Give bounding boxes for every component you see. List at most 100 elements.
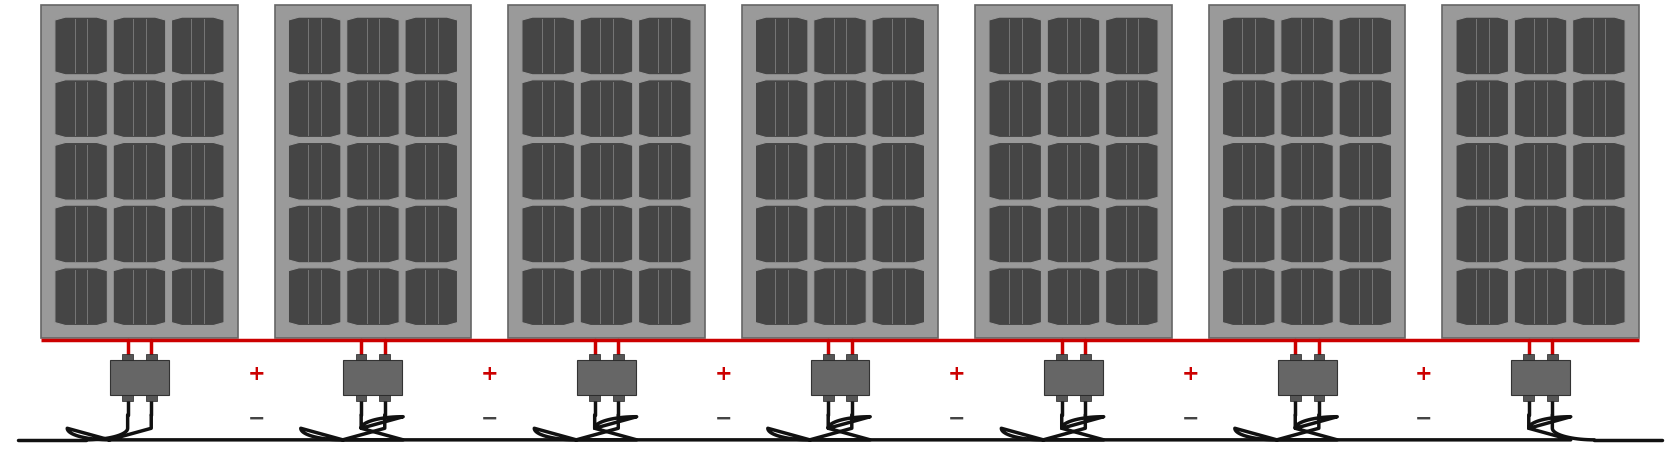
Polygon shape (580, 268, 633, 325)
Polygon shape (55, 17, 108, 75)
Polygon shape (580, 80, 633, 138)
Polygon shape (1280, 205, 1334, 263)
Polygon shape (1339, 80, 1391, 138)
Polygon shape (1572, 143, 1625, 200)
Polygon shape (1280, 17, 1334, 75)
Polygon shape (405, 17, 457, 75)
Bar (590, 354, 600, 360)
Polygon shape (756, 268, 808, 325)
Polygon shape (990, 205, 1042, 263)
Polygon shape (872, 17, 924, 75)
Polygon shape (1223, 17, 1275, 75)
Text: −: − (948, 409, 966, 429)
Polygon shape (1047, 80, 1100, 138)
Polygon shape (522, 143, 575, 200)
Polygon shape (638, 80, 690, 138)
Polygon shape (813, 80, 867, 138)
Text: −: − (714, 409, 732, 429)
Polygon shape (1047, 205, 1100, 263)
Bar (40, 5, 237, 338)
Bar (974, 5, 1173, 338)
Bar (1524, 354, 1534, 360)
Polygon shape (872, 143, 924, 200)
Bar (274, 5, 470, 338)
Text: +: + (948, 364, 966, 384)
Polygon shape (1339, 268, 1391, 325)
Polygon shape (638, 17, 690, 75)
Polygon shape (113, 80, 166, 138)
Polygon shape (1457, 205, 1509, 263)
Polygon shape (289, 17, 341, 75)
Bar (123, 394, 133, 401)
Polygon shape (346, 80, 400, 138)
Text: −: − (480, 409, 499, 429)
Polygon shape (1047, 143, 1100, 200)
Polygon shape (522, 17, 575, 75)
Polygon shape (1572, 268, 1625, 325)
Polygon shape (756, 205, 808, 263)
Polygon shape (1223, 268, 1275, 325)
Bar (109, 360, 170, 394)
Polygon shape (171, 143, 223, 200)
Bar (1510, 360, 1571, 394)
Polygon shape (289, 143, 341, 200)
Polygon shape (113, 143, 166, 200)
Polygon shape (580, 143, 633, 200)
Polygon shape (1457, 80, 1509, 138)
Bar (1524, 394, 1534, 401)
Bar (146, 354, 156, 360)
Bar (1210, 5, 1404, 338)
Polygon shape (405, 80, 457, 138)
Bar (1290, 354, 1300, 360)
Polygon shape (638, 268, 690, 325)
Polygon shape (1105, 143, 1158, 200)
Polygon shape (872, 268, 924, 325)
Polygon shape (1572, 205, 1625, 263)
Polygon shape (1457, 17, 1509, 75)
Polygon shape (580, 17, 633, 75)
Polygon shape (55, 205, 108, 263)
Bar (1547, 354, 1557, 360)
Text: −: − (1415, 409, 1433, 429)
Bar (1080, 394, 1090, 401)
Bar (743, 5, 937, 338)
Bar (1043, 360, 1104, 394)
Bar (380, 354, 390, 360)
Text: +: + (1181, 364, 1200, 384)
Polygon shape (55, 268, 108, 325)
Bar (356, 394, 366, 401)
Text: +: + (714, 364, 732, 384)
Polygon shape (405, 205, 457, 263)
Polygon shape (346, 268, 400, 325)
Polygon shape (990, 80, 1042, 138)
Polygon shape (1280, 268, 1334, 325)
Bar (1441, 5, 1640, 338)
Polygon shape (990, 143, 1042, 200)
Polygon shape (405, 143, 457, 200)
Polygon shape (1223, 80, 1275, 138)
Polygon shape (1457, 268, 1509, 325)
Bar (1080, 354, 1090, 360)
Bar (613, 354, 623, 360)
Bar (1547, 394, 1557, 401)
Polygon shape (522, 80, 575, 138)
Bar (1314, 394, 1324, 401)
Polygon shape (1223, 143, 1275, 200)
Polygon shape (1339, 143, 1391, 200)
Polygon shape (346, 143, 400, 200)
Polygon shape (113, 205, 166, 263)
Text: −: − (1181, 409, 1200, 429)
Polygon shape (1514, 17, 1567, 75)
Polygon shape (872, 80, 924, 138)
Bar (590, 394, 600, 401)
Polygon shape (813, 205, 867, 263)
Bar (123, 354, 133, 360)
Polygon shape (113, 268, 166, 325)
Polygon shape (813, 268, 867, 325)
Bar (146, 394, 156, 401)
Polygon shape (1514, 268, 1567, 325)
Bar (1057, 354, 1067, 360)
Text: +: + (480, 364, 499, 384)
Polygon shape (1105, 17, 1158, 75)
Bar (823, 354, 833, 360)
